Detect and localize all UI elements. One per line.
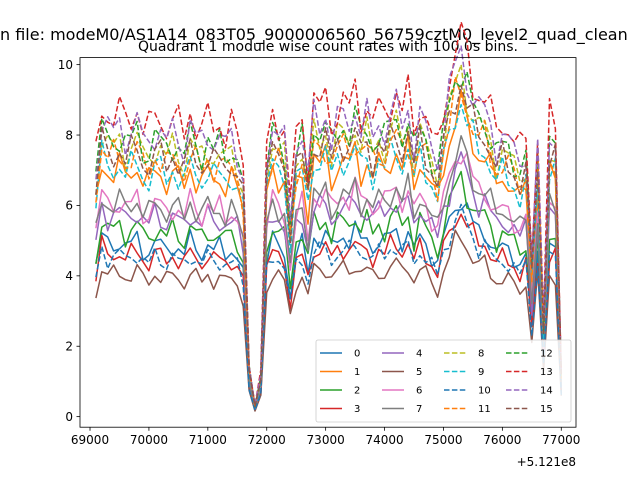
series-line-9	[95, 103, 563, 408]
y-tick-label: 0	[65, 410, 73, 424]
series-line-3	[95, 213, 563, 412]
series-line-11	[95, 76, 563, 407]
legend-label-9: 9	[478, 367, 484, 378]
legend-label-14: 14	[540, 386, 553, 397]
x-axis: 69000 70000 71000 72000 73000 74000 75000 76000…	[71, 427, 580, 447]
plot-frame	[79, 57, 577, 428]
legend-label-15: 15	[540, 404, 553, 415]
legend-label-2: 2	[354, 386, 360, 397]
y-tick-label: 10	[58, 58, 73, 72]
x-tick-label: 69000	[71, 433, 109, 447]
x-tick-label: 74000	[365, 433, 403, 447]
series-line-15	[95, 84, 563, 408]
series-lines	[95, 21, 563, 412]
chart-title: Quadrant 1 module wise count rates with …	[138, 39, 518, 55]
y-tick-label: 8	[65, 128, 73, 142]
legend-label-10: 10	[478, 386, 491, 397]
x-offset-label: +5.121e8	[517, 455, 576, 469]
figure-suptitle: n file: modeM0/AS1A14_083T05_9000006560_…	[0, 25, 628, 45]
x-tick-label: 70000	[130, 433, 168, 447]
legend-label-1: 1	[354, 367, 360, 378]
y-tick-label: 6	[65, 199, 73, 213]
series-line-7	[95, 135, 563, 410]
legend-label-0: 0	[354, 349, 360, 360]
x-tick-label: 73000	[307, 433, 345, 447]
x-tick-label: 76000	[483, 433, 521, 447]
x-tick-label: 77000	[542, 433, 580, 447]
legend-label-6: 6	[416, 386, 422, 397]
series-line-2	[95, 170, 563, 410]
x-tick-label: 71000	[189, 433, 227, 447]
series-line-5	[95, 229, 563, 412]
x-tick-label: 72000	[248, 433, 286, 447]
legend-label-5: 5	[416, 367, 422, 378]
series-line-6	[95, 152, 563, 410]
legend-label-8: 8	[478, 349, 484, 360]
legend-label-7: 7	[416, 404, 422, 415]
x-tick-label: 75000	[424, 433, 462, 447]
y-tick-label: 4	[65, 269, 73, 283]
y-axis: 0 2 4 6 8 10	[58, 58, 80, 424]
series-line-1	[95, 89, 563, 409]
series-line-12	[95, 71, 563, 408]
series-line-10	[95, 203, 563, 412]
legend-label-4: 4	[416, 349, 422, 360]
series-line-14	[95, 45, 563, 406]
y-tick-label: 2	[65, 340, 73, 354]
series-line-8	[95, 63, 563, 407]
legend-label-13: 13	[540, 367, 553, 378]
legend-frame	[315, 339, 572, 423]
legend-label-3: 3	[354, 404, 360, 415]
legend-label-12: 12	[540, 349, 553, 360]
series-line-13	[95, 21, 563, 407]
legend-label-11: 11	[478, 404, 491, 415]
